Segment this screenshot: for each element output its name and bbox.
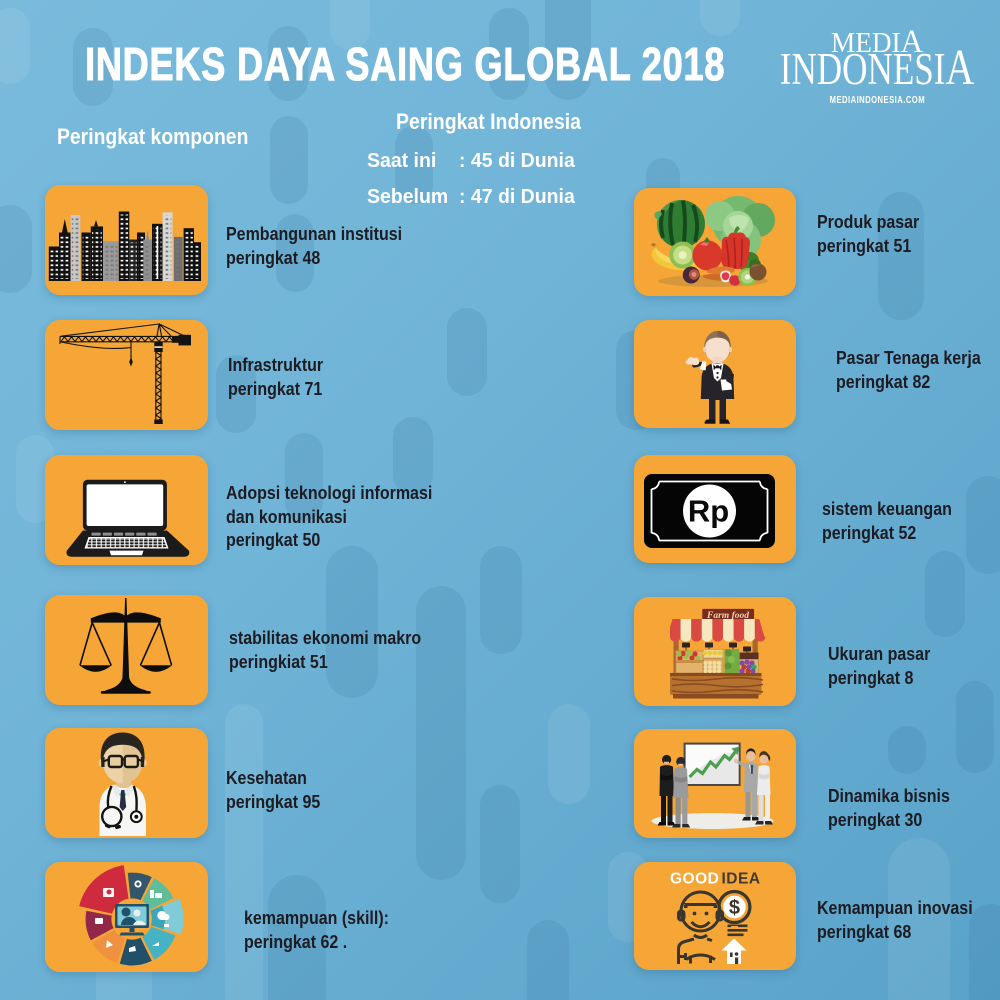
svg-text:Rp: Rp xyxy=(688,494,729,529)
svg-text:GOOD: GOOD xyxy=(670,871,719,888)
svg-text:$: $ xyxy=(729,897,740,919)
svg-text:IDEA: IDEA xyxy=(722,871,761,888)
svg-text:Farm food: Farm food xyxy=(706,611,749,621)
